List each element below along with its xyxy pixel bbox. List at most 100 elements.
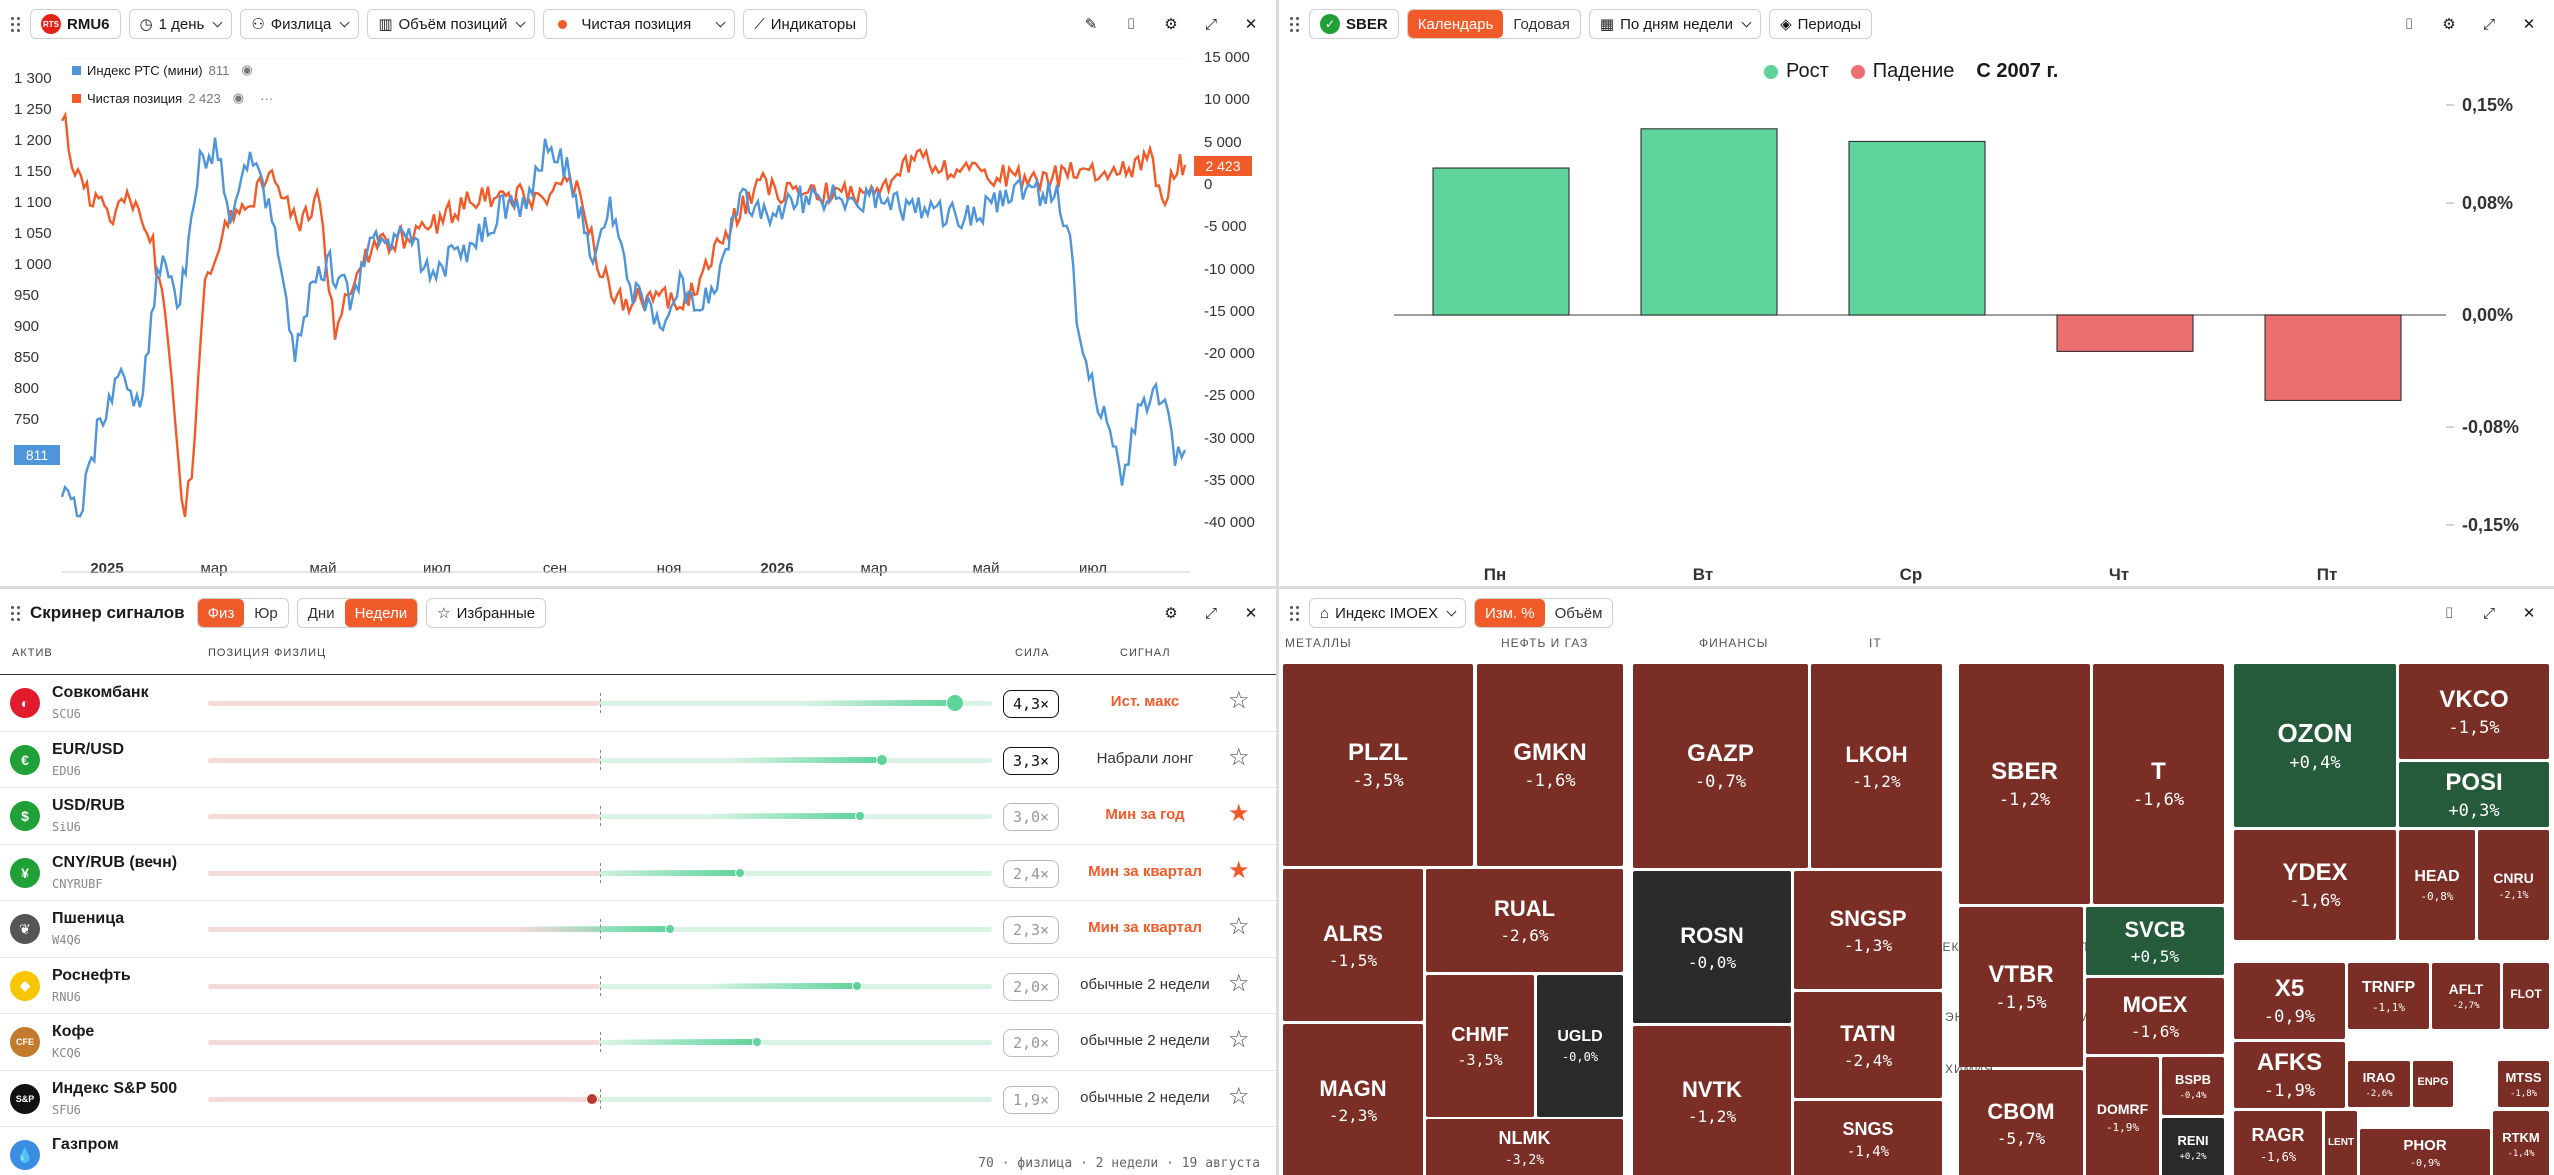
- table-row[interactable]: S&P Индекс S&P 500 SFU6 1,9× обычные 2 недел…: [0, 1069, 1276, 1126]
- heatmap-tile[interactable]: LENT: [2325, 1111, 2357, 1175]
- bar-Ср[interactable]: [1848, 140, 1986, 316]
- tab-volume[interactable]: Объём: [1554, 604, 1603, 622]
- heatmap-tile[interactable]: PHOR -0,9%: [2360, 1129, 2490, 1175]
- gear-icon[interactable]: ⚙: [1164, 605, 1178, 622]
- tab-legal[interactable]: Юр: [254, 604, 278, 622]
- heatmap-tile[interactable]: MOEX -1,6%: [2086, 978, 2224, 1054]
- star-icon[interactable]: ☆: [1228, 687, 1250, 714]
- heatmap-tile[interactable]: AFLT -2,7%: [2432, 963, 2500, 1029]
- investor-select[interactable]: ⚇ Физлица: [240, 9, 360, 39]
- bar-Чт[interactable]: [2056, 314, 2194, 352]
- star-icon[interactable]: ☆: [1228, 913, 1250, 940]
- position-marker[interactable]: [586, 1092, 598, 1105]
- heatmap-tile[interactable]: GMKN -1,6%: [1477, 664, 1623, 866]
- heatmap-tile[interactable]: FLOT: [2503, 963, 2549, 1029]
- legend-item-net[interactable]: Чистая позиция 2 423 ◉ ···: [72, 88, 273, 108]
- heatmap-tile[interactable]: CHMF -3,5%: [1426, 975, 1534, 1117]
- star-icon[interactable]: ☆: [1228, 1026, 1250, 1053]
- period-select[interactable]: ◷ 1 день: [128, 9, 233, 39]
- eye-icon[interactable]: ◉: [241, 62, 253, 77]
- heatmap-tile[interactable]: CNRU -2,1%: [2478, 830, 2549, 940]
- favorites-button[interactable]: ☆ Избранные: [426, 598, 547, 628]
- pencil-icon[interactable]: ✎: [1084, 16, 1098, 33]
- heatmap-tile[interactable]: UGLD -0,0%: [1537, 975, 1623, 1117]
- indicators-button[interactable]: ⟋ Индикаторы: [743, 9, 868, 39]
- heatmap-tile[interactable]: ROSN -0,0%: [1633, 871, 1791, 1023]
- position-marker[interactable]: [752, 1037, 762, 1047]
- table-row[interactable]: ◐ Совкомбанк SCU6 4,3× Ист. макс ☆: [0, 674, 1276, 730]
- camera-icon[interactable]: ⌷: [2444, 604, 2454, 622]
- close-icon[interactable]: ✕: [1244, 16, 1258, 33]
- heatmap-tile[interactable]: TRNFP -1,1%: [2348, 963, 2429, 1029]
- star-icon[interactable]: ☆: [1228, 1082, 1250, 1110]
- eye-icon[interactable]: ◉: [232, 90, 245, 105]
- table-row[interactable]: 💧 Газпром: [0, 1126, 1276, 1175]
- heatmap-tile[interactable]: AFKS -1,9%: [2234, 1042, 2345, 1108]
- heatmap-tile[interactable]: PLZL -3,5%: [1283, 664, 1473, 866]
- gear-icon[interactable]: ⚙: [1164, 16, 1178, 33]
- table-row[interactable]: € EUR/USD EDU6 3,3× Набрали лонг ☆: [0, 730, 1276, 787]
- heatmap-tile[interactable]: MTSS -1,8%: [2498, 1061, 2549, 1107]
- position-marker[interactable]: [876, 753, 888, 766]
- net-position-select[interactable]: Чистая позиция: [543, 9, 736, 39]
- table-row[interactable]: ¥ CNY/RUB (вечн) CNYRUBF 2,4× Мин за квартал…: [0, 843, 1276, 900]
- star-icon[interactable]: ★: [1228, 800, 1250, 827]
- expand-icon[interactable]: ⤢: [2482, 604, 2495, 622]
- ticker-button[interactable]: ✓ SBER: [1309, 9, 1399, 39]
- heatmap-tile[interactable]: YDEX -1,6%: [2234, 830, 2396, 940]
- heatmap-tile[interactable]: IRAO -2,6%: [2348, 1061, 2410, 1107]
- heatmap-tile[interactable]: BSPB -0,4%: [2162, 1057, 2224, 1115]
- legend-item-rts[interactable]: Индекс РТС (мини) 811 ◉: [72, 60, 273, 80]
- heatmap-tile[interactable]: TATN -2,4%: [1794, 992, 1942, 1098]
- drag-handle-icon[interactable]: [8, 14, 22, 34]
- heatmap-tile[interactable]: NLMK -3,2%: [1426, 1119, 1623, 1175]
- heatmap-tile[interactable]: HEAD -0,8%: [2399, 830, 2475, 940]
- heatmap-tile[interactable]: DOMRF -1,9%: [2086, 1057, 2159, 1175]
- heatmap-tile[interactable]: NVTK -1,2%: [1633, 1026, 1791, 1175]
- heatmap-tile[interactable]: VTBR -1,5%: [1959, 907, 2083, 1067]
- star-icon[interactable]: ☆: [1228, 743, 1250, 771]
- tab-weeks[interactable]: Недели: [344, 599, 418, 627]
- bar-Пт[interactable]: [2264, 314, 2402, 401]
- heatmap-tile[interactable]: RTKM -1,4%: [2493, 1111, 2549, 1175]
- heatmap-tile[interactable]: T -1,6%: [2093, 664, 2224, 904]
- bar-Вт[interactable]: [1640, 128, 1778, 316]
- tab-yearly[interactable]: Годовая: [1513, 15, 1570, 33]
- drag-handle-icon[interactable]: [1287, 14, 1301, 34]
- index-select[interactable]: ⌂ Индекс IMOEX: [1309, 598, 1466, 628]
- heatmap-tile[interactable]: SVCB +0,5%: [2086, 907, 2224, 975]
- tab-calendar[interactable]: Календарь: [1407, 10, 1504, 38]
- more-icon[interactable]: ···: [260, 90, 274, 106]
- tab-change[interactable]: Изм. %: [1474, 599, 1545, 627]
- position-marker[interactable]: [855, 811, 865, 821]
- close-icon[interactable]: ✕: [1244, 605, 1258, 622]
- table-row[interactable]: ◆ Роснефть RNU6 2,0× обычные 2 недели ☆: [0, 956, 1276, 1013]
- tab-days[interactable]: Дни: [307, 604, 335, 622]
- bar-Пн[interactable]: [1432, 167, 1570, 316]
- star-icon[interactable]: ★: [1228, 856, 1250, 884]
- heatmap-tile[interactable]: OZON +0,4%: [2234, 664, 2396, 827]
- close-icon[interactable]: ✕: [2522, 16, 2536, 33]
- close-icon[interactable]: ✕: [2522, 605, 2536, 622]
- star-icon[interactable]: ☆: [1228, 969, 1250, 997]
- heatmap-tile[interactable]: X5 -0,9%: [2234, 963, 2345, 1039]
- heatmap-tile[interactable]: RAGR -1,6%: [2234, 1111, 2322, 1175]
- heatmap-tile[interactable]: SNGS -1,4%: [1794, 1101, 1942, 1175]
- drag-handle-icon[interactable]: [1287, 603, 1301, 623]
- drag-handle-icon[interactable]: [8, 603, 22, 623]
- heatmap-tile[interactable]: ALRS -1,5%: [1283, 869, 1423, 1021]
- heatmap-tile[interactable]: CBOM -5,7%: [1959, 1070, 2083, 1175]
- expand-icon[interactable]: ⤢: [1204, 604, 1217, 622]
- heatmap-tile[interactable]: SBER -1,2%: [1959, 664, 2090, 904]
- position-marker[interactable]: [665, 924, 675, 934]
- heatmap-tile[interactable]: POSI +0,3%: [2399, 762, 2549, 827]
- heatmap-tile[interactable]: ENPG: [2413, 1061, 2453, 1107]
- table-row[interactable]: ❦ Пшеница W4Q6 2,3× Мин за квартал ☆: [0, 900, 1276, 956]
- table-row[interactable]: CFE Кофе KCQ6 2,0× обычные 2 недели ☆: [0, 1013, 1276, 1069]
- heatmap-tile[interactable]: MAGN -2,3%: [1283, 1024, 1423, 1175]
- table-row[interactable]: $ USD/RUB SiU6 3,0× Мин за год ★: [0, 787, 1276, 843]
- heatmap-tile[interactable]: RUAL -2,6%: [1426, 869, 1623, 972]
- volume-select[interactable]: ▥ Объём позиций: [367, 9, 536, 39]
- gear-icon[interactable]: ⚙: [2442, 16, 2456, 33]
- heatmap-tile[interactable]: VKCO -1,5%: [2399, 664, 2549, 759]
